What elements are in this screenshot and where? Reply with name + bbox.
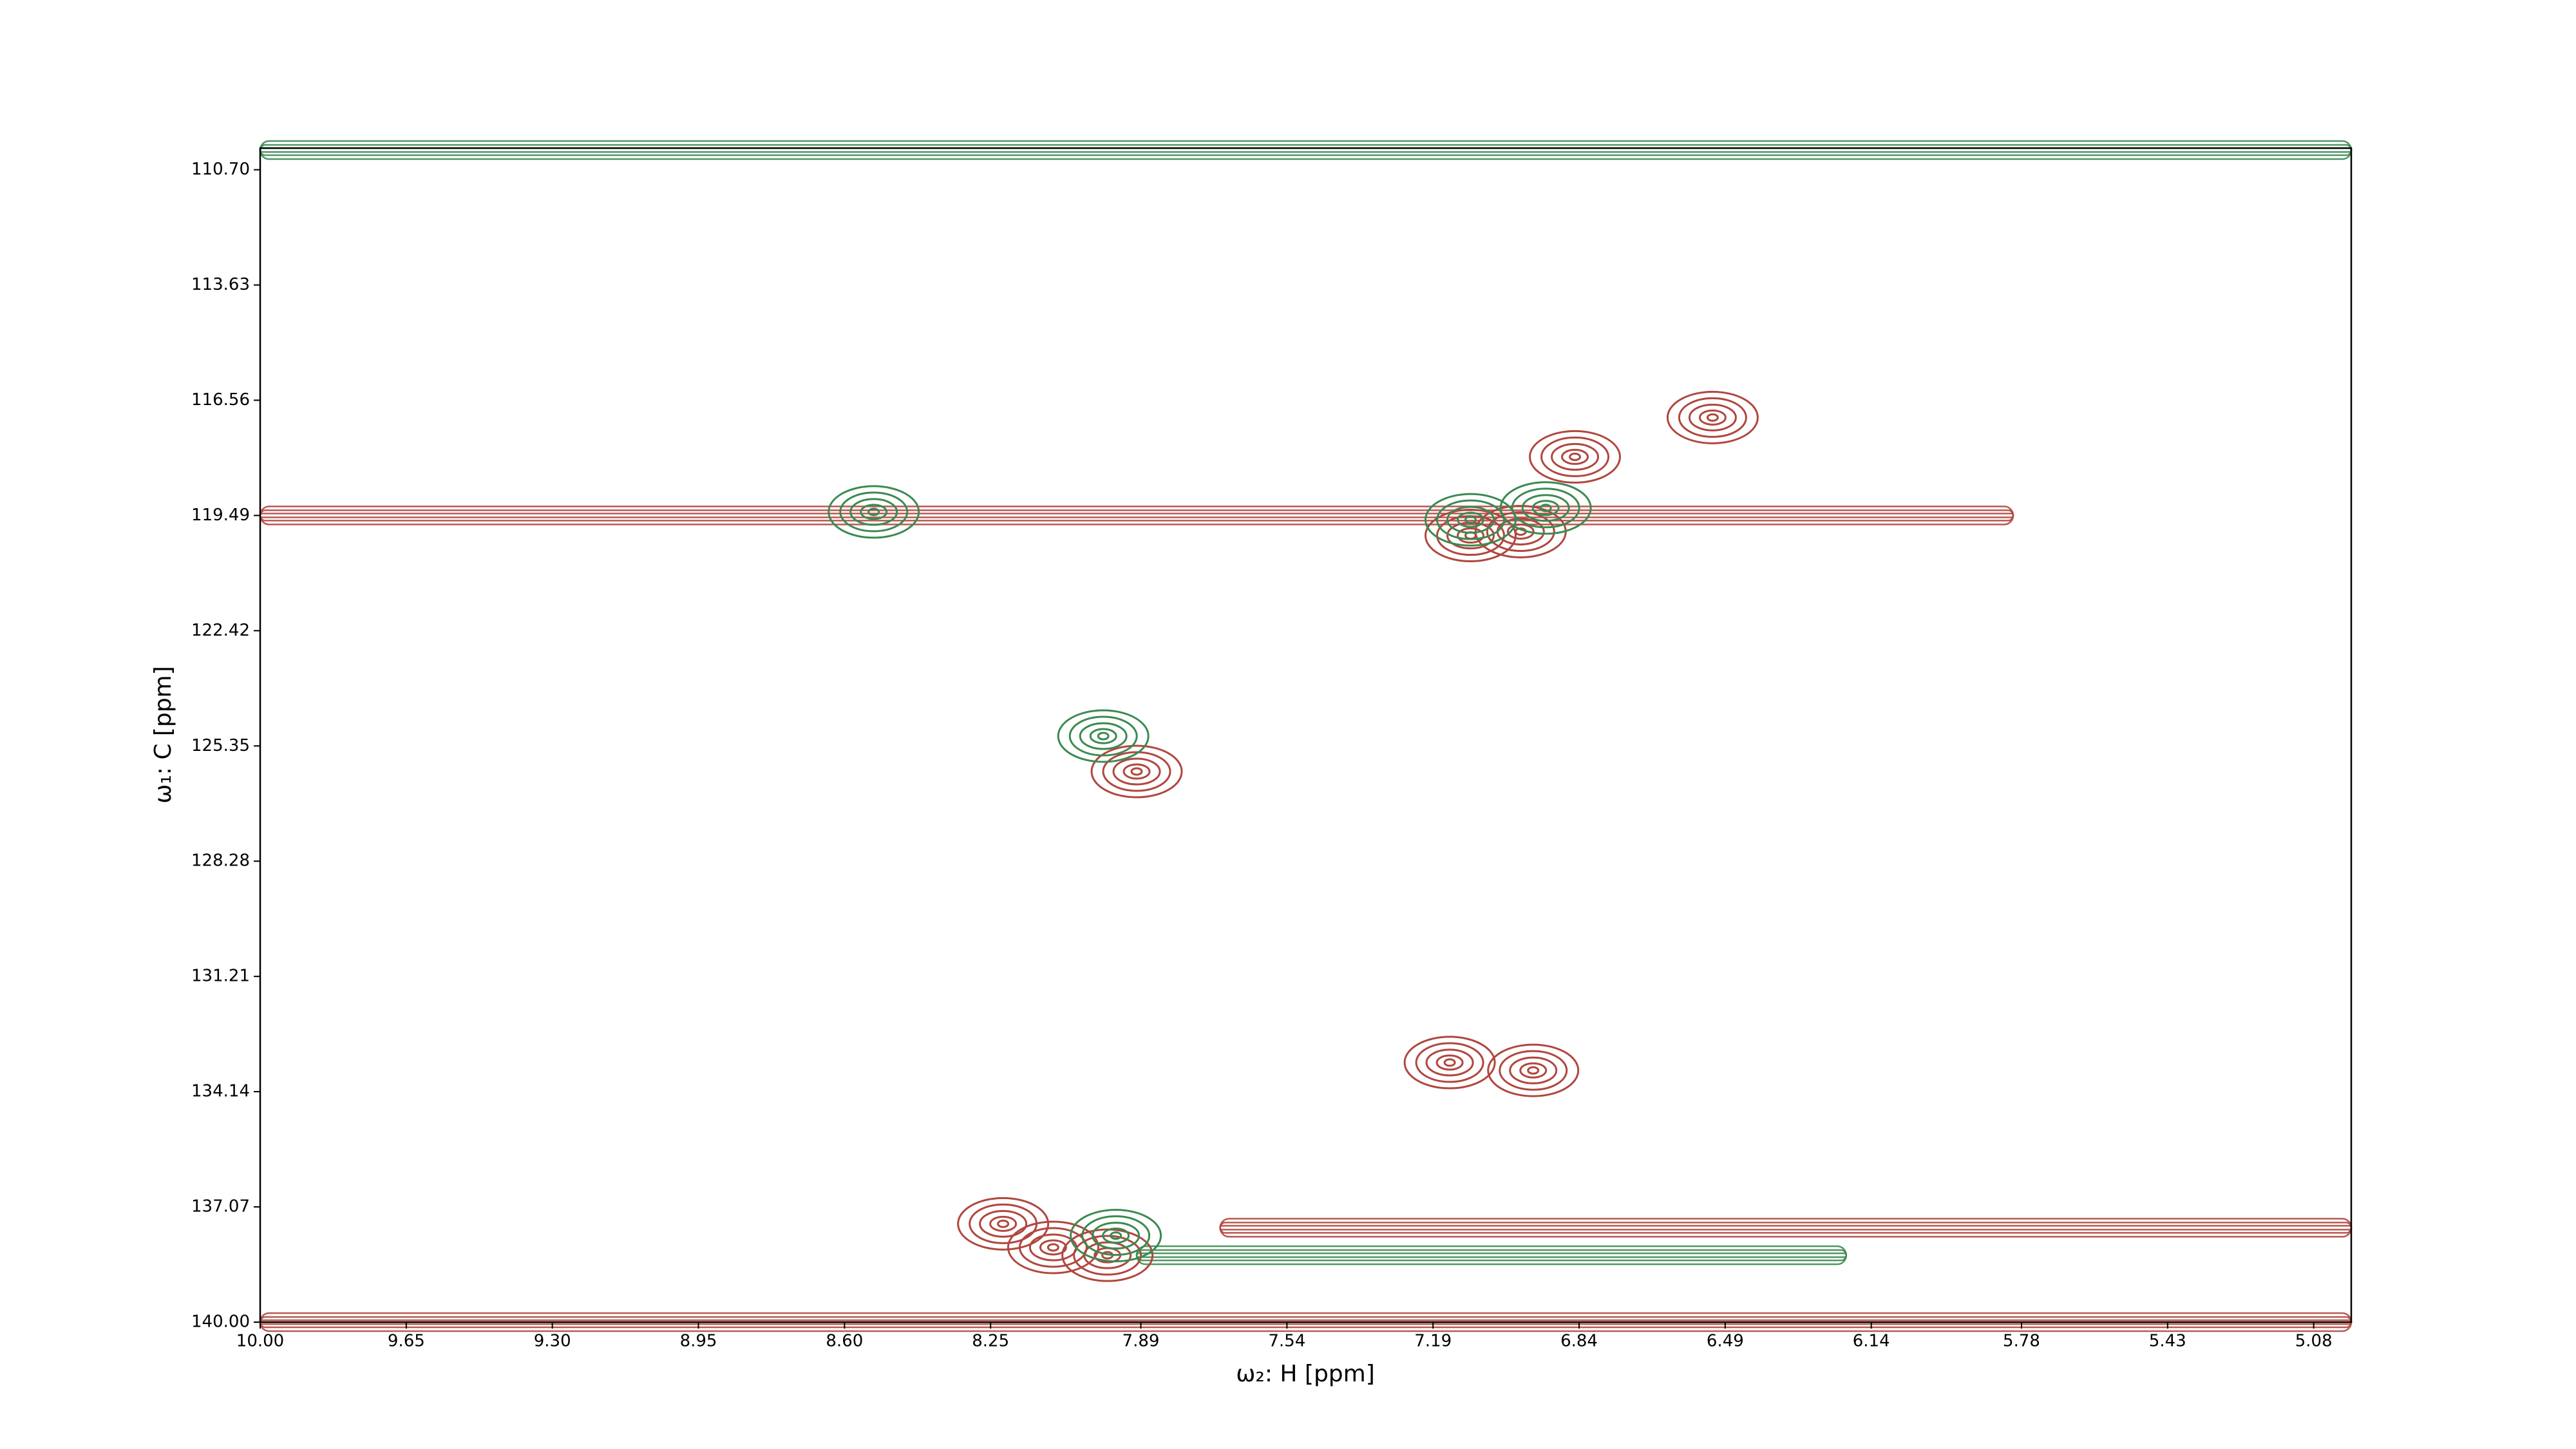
peak-contour (1102, 751, 1171, 792)
peak-contour (1435, 1054, 1464, 1071)
peak-contour (1083, 1241, 1132, 1269)
peak-contour (1122, 763, 1151, 780)
peak-contour (1102, 1227, 1130, 1244)
peak-contour (1068, 715, 1138, 757)
peak-contour (1529, 430, 1622, 484)
peak-contour (1457, 527, 1485, 544)
peak-contour (1415, 1042, 1484, 1083)
peak-contour (1551, 442, 1600, 471)
peak-contour (1425, 509, 1517, 563)
peak-contour (1487, 1043, 1580, 1097)
frame (259, 147, 2353, 1323)
peak-contour (1527, 1066, 1540, 1075)
peak-contour (1499, 1050, 1568, 1091)
peak-contour (1486, 511, 1555, 552)
peak-contour (1569, 452, 1582, 461)
x-tick-label: 10.00 (236, 1332, 284, 1351)
x-axis-label: ω₂: H [ppm] (1236, 1361, 1375, 1387)
y-tick-label: 116.56 (191, 390, 250, 410)
x-tick-label: 5.43 (2149, 1332, 2186, 1351)
x-tick-label: 6.49 (1707, 1332, 1744, 1351)
peak-contour (1706, 413, 1719, 422)
peak-contour (1509, 1056, 1558, 1084)
peak-contour (1130, 767, 1143, 776)
peak-contour (1097, 732, 1110, 741)
peak-contour (1079, 722, 1128, 750)
peak-contour (1678, 397, 1747, 438)
peak-contour (1425, 493, 1517, 547)
peak-contour (839, 491, 909, 533)
peak-contour (1039, 1239, 1067, 1256)
peak-contour (1073, 1235, 1142, 1276)
y-tick-label: 137.07 (191, 1197, 250, 1217)
peak-contour (1081, 1215, 1151, 1256)
y-tick-label: 134.14 (191, 1082, 250, 1101)
x-tick-label: 9.30 (534, 1332, 571, 1351)
peak-contour (979, 1209, 1028, 1238)
x-tick-label: 8.60 (826, 1332, 863, 1351)
y-tick-label: 140.00 (191, 1312, 250, 1332)
y-tick-label: 110.70 (191, 160, 250, 179)
x-tick-label: 8.25 (972, 1332, 1009, 1351)
peak-contour (1539, 504, 1552, 513)
y-axis-label: ω₁: C [ppm] (150, 666, 176, 804)
y-tick-label: 122.42 (191, 621, 250, 640)
peak-contour (1007, 1220, 1099, 1274)
peak-contour (1540, 436, 1610, 477)
x-tick-label: 7.54 (1268, 1332, 1305, 1351)
y-tick-label: 125.35 (191, 736, 250, 755)
x-tick-label: 7.89 (1122, 1332, 1160, 1351)
peak-contour (1436, 499, 1506, 540)
y-tick-label: 131.21 (191, 967, 250, 986)
x-tick-label: 6.84 (1560, 1332, 1598, 1351)
peak-contour (1464, 515, 1477, 524)
peak-contour (1561, 448, 1589, 465)
peak-contour (1666, 390, 1759, 444)
peak-contour (849, 498, 898, 526)
peak-contour (1511, 488, 1580, 529)
peak-contour (1090, 744, 1183, 799)
x-tick-label: 8.95 (680, 1332, 717, 1351)
x-tick-label: 9.65 (388, 1332, 425, 1351)
peak-contour (1089, 728, 1117, 744)
peak-contour (828, 485, 920, 539)
y-tick-label: 128.28 (191, 851, 250, 871)
x-tick-label: 5.78 (2003, 1332, 2040, 1351)
ridge-contour (1135, 1252, 1848, 1258)
peak-contour (1506, 523, 1535, 540)
peak-contour (1425, 1048, 1474, 1077)
peak-contour (860, 504, 888, 520)
peak-contour (867, 507, 880, 516)
peak-contour (1046, 1243, 1059, 1252)
peak-contour (1092, 1222, 1141, 1250)
peak-contour (1446, 506, 1495, 534)
peak-contour (997, 1219, 1010, 1228)
y-tick-label: 119.49 (191, 506, 250, 525)
peak-contour (1057, 709, 1150, 763)
peak-contour (1070, 1209, 1162, 1263)
peak-contour (1531, 500, 1560, 516)
peak-contour (1018, 1227, 1088, 1268)
peak-contour (1112, 757, 1161, 786)
peak-contour (1457, 511, 1485, 528)
peak-contour (1443, 1058, 1456, 1067)
peak-contour (1519, 1062, 1548, 1079)
peak-contour (1698, 409, 1727, 426)
peak-contour (1403, 1036, 1496, 1090)
x-tick-label: 6.14 (1853, 1332, 1890, 1351)
y-tick-label: 113.63 (191, 275, 250, 294)
peak-contour (1521, 494, 1570, 522)
peak-contour (957, 1197, 1050, 1251)
peak-contour (989, 1215, 1018, 1232)
x-tick-label: 5.08 (2295, 1332, 2333, 1351)
x-tick-label: 7.19 (1414, 1332, 1452, 1351)
peak-contour (1110, 1231, 1122, 1240)
peak-contour (1688, 403, 1737, 431)
peak-contour (1499, 481, 1592, 535)
